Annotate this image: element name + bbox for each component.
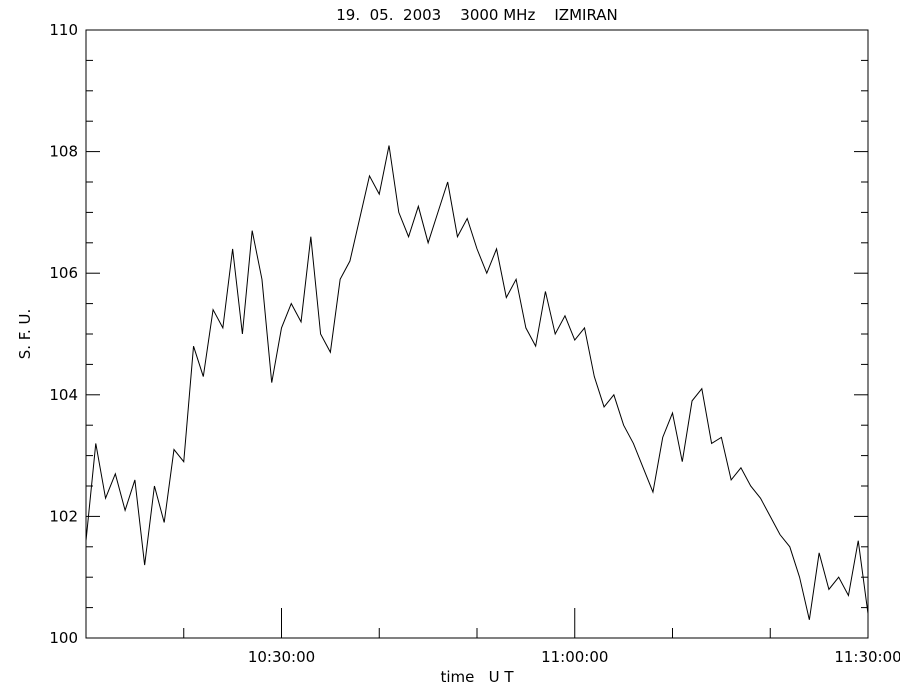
chart-title: 19. 05. 2003 3000 MHz IZMIRAN (336, 6, 618, 24)
x-tick-label: 11:00:00 (541, 648, 608, 666)
y-tick-label: 110 (49, 21, 78, 39)
y-tick-label: 106 (49, 264, 78, 282)
x-tick-label: 10:30:00 (248, 648, 315, 666)
plot-frame (85, 29, 869, 639)
x-tick-label: 11:30:00 (834, 648, 900, 666)
y-tick-label: 100 (49, 629, 78, 647)
y-tick-label: 102 (49, 507, 78, 525)
y-tick-label: 104 (49, 386, 78, 404)
x-axis-label: time U T (440, 668, 514, 686)
y-axis-label: S. F. U. (16, 309, 34, 360)
data-line (85, 145, 869, 620)
y-tick-label: 108 (49, 143, 78, 161)
